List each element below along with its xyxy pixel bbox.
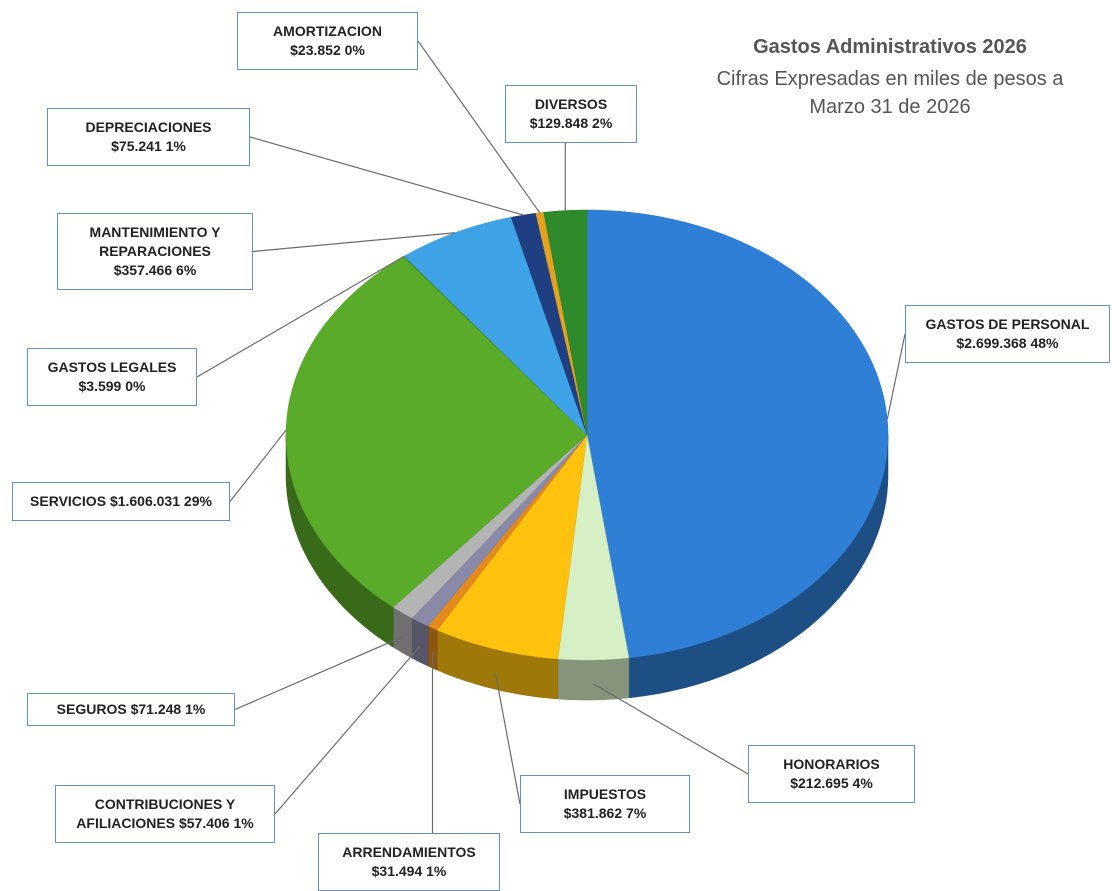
value-label: $57.406 [178,815,230,831]
percent-label: 1% [165,138,186,154]
slice-side [557,657,630,701]
category-label: GASTOS DE PERSONAL [925,316,1090,332]
data-label: IMPUESTOS $381.862 7% [520,775,690,833]
data-label: DEPRECIACIONES $75.241 1% [47,108,250,166]
data-label: MANTENIMIENTO Y REPARACIONES $357.466 6% [57,213,253,290]
pie-slice [586,209,889,659]
category-label: IMPUESTOS [563,786,647,802]
percent-label: 29% [183,493,212,509]
data-label: DIVERSOS $129.848 2% [505,85,637,143]
value-label: $129.848 [529,115,589,131]
leader-line [234,636,403,711]
data-label: GASTOS DE PERSONAL $2.699.368 48% [905,305,1110,363]
category-label: SERVICIOS [30,493,107,509]
pie-slice [403,217,588,436]
pie-slice [543,209,588,436]
percent-label: 2% [592,115,613,131]
leader-line [249,136,524,216]
percent-label: 1% [185,701,206,717]
value-label: $71.248 [130,701,182,717]
category-label: GASTOS LEGALES [47,359,177,375]
pie-slice [392,434,588,619]
value-label: $381.862 [563,805,623,821]
leader-line [417,40,541,214]
percent-label: 7% [626,805,647,821]
leader-line [196,255,405,378]
category-label: HONORARIOS [783,756,880,772]
leader-line [593,683,749,775]
leader-line [494,673,521,805]
data-label: SEGUROS $71.248 1% [27,693,235,726]
category-label: DEPRECIACIONES [85,119,212,135]
percent-label: 1% [426,863,447,879]
slice-side [411,617,429,667]
percent-label: 6% [176,262,197,278]
data-label: SERVICIOS $1.606.031 29% [12,482,230,521]
data-label: HONORARIOS $212.695 4% [748,745,915,803]
leader-line [886,333,906,420]
value-label: $23.852 [290,42,341,58]
percent-label: 0% [125,378,146,394]
leader-line [252,232,456,253]
value-label: $212.695 [790,775,849,791]
data-label: AMORTIZACION $23.852 0% [237,12,418,70]
percent-label: 48% [1030,335,1059,351]
chart-subtitle: Cifras Expresadas en miles de pesos a Ma… [716,68,1064,118]
percent-label: 4% [852,775,873,791]
value-label: $357.466 [113,262,173,278]
category-label: MANTENIMIENTO Y REPARACIONES [89,224,221,259]
percent-label: 1% [233,815,254,831]
category-label: DIVERSOS [534,96,608,112]
value-label: $1.606.031 [109,493,181,509]
value-label: $3.599 [78,378,122,394]
data-label: ARRENDAMIENTOS $31.494 1% [318,833,500,891]
percent-label: 0% [344,42,365,58]
pie-slice [436,434,588,660]
category-label: SEGUROS [56,701,127,717]
leader-line [274,645,421,815]
category-label: ARRENDAMIENTOS [342,844,476,860]
leader-line [229,429,287,502]
category-label: AMORTIZACION [273,23,382,39]
data-label: GASTOS LEGALES $3.599 0% [27,348,197,406]
chart-title: Gastos Administrativos 2026 [753,36,1027,58]
value-label: $75.241 [111,138,162,154]
category-label: CONTRIBUCIONES Y AFILIACIONES [76,796,236,831]
data-label: CONTRIBUCIONES Y AFILIACIONES $57.406 1% [55,785,275,843]
title-block: Gastos Administrativos 2026 Cifras Expre… [680,36,1100,121]
value-label: $2.699.368 [956,335,1027,351]
pie-slice [285,256,588,608]
pie-slice [557,434,630,661]
value-label: $31.494 [371,863,423,879]
